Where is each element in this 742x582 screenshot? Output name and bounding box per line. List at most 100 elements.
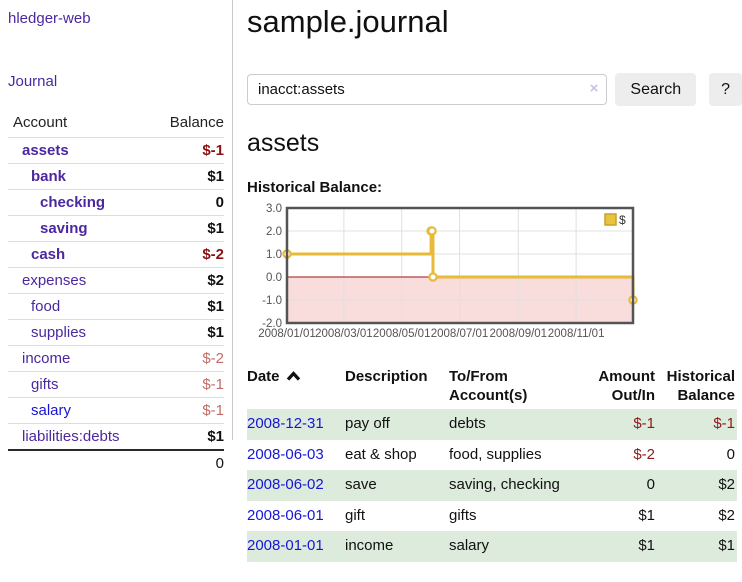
register-header-accounts: To/From Account(s) (449, 368, 528, 405)
svg-text:2008/09/01: 2008/09/01 (490, 328, 548, 340)
accounts-header-row: Account Balance (8, 109, 224, 138)
transaction-amount: $1 (638, 537, 655, 555)
register-header-date[interactable]: Date (247, 364, 345, 409)
account-row: cash $-2 (8, 241, 224, 268)
account-link-supplies[interactable]: supplies (31, 324, 87, 341)
main-content: sample.journal × Search ? assets Histori… (247, 0, 742, 562)
svg-text:-2.0: -2.0 (262, 318, 282, 330)
transaction-date-link[interactable]: 2008-06-01 (247, 506, 324, 524)
sidebar-item-journal[interactable]: Journal (8, 73, 58, 90)
account-row: saving $1 (8, 215, 224, 242)
account-balance: $-2 (153, 241, 224, 268)
transaction-balance: $-1 (713, 415, 735, 433)
account-balance: $1 (153, 319, 224, 346)
account-balance: $-1 (153, 371, 224, 398)
svg-text:0.0: 0.0 (266, 272, 282, 284)
sort-ascending-icon (286, 367, 301, 386)
account-link-salary[interactable]: salary (31, 402, 72, 419)
legend-swatch (604, 213, 617, 226)
transaction-accounts: food, supplies (449, 445, 542, 463)
account-row: salary $-1 (8, 397, 224, 424)
account-row: food $1 (8, 293, 224, 320)
search-form: × Search ? (247, 73, 742, 106)
account-balance: $-1 (153, 137, 224, 164)
register-row[interactable]: 2008-12-31 pay off debts $-1 $-1 (247, 409, 737, 440)
account-balance: $1 (153, 423, 224, 450)
svg-text:2008/11/01: 2008/11/01 (548, 328, 605, 340)
account-balance: $1 (153, 215, 224, 242)
transaction-balance: $1 (718, 537, 735, 555)
account-link-liabilities-debts[interactable]: liabilities:debts (22, 428, 120, 445)
account-balance: $-2 (153, 345, 224, 372)
account-link-income[interactable]: income (22, 350, 71, 367)
account-link-gifts[interactable]: gifts (31, 376, 59, 393)
register-table: Date Description To/From Account(s) Amou… (247, 364, 737, 562)
account-row: liabilities:debts $1 (8, 423, 224, 450)
transaction-description: save (345, 476, 377, 494)
register-header-amount: Amount Out/In (598, 368, 655, 405)
transaction-balance: $2 (718, 506, 735, 524)
register-row[interactable]: 2008-01-01 income salary $1 $1 (247, 531, 737, 562)
account-link-bank[interactable]: bank (31, 168, 67, 185)
register-header-description: Description (345, 368, 428, 385)
accounts-total-value: 0 (153, 449, 224, 476)
account-balance: $1 (153, 293, 224, 320)
svg-text:1.0: 1.0 (266, 249, 282, 261)
transaction-description: eat & shop (345, 445, 417, 463)
register-header-row: Date Description To/From Account(s) Amou… (247, 364, 737, 409)
account-balance: $-1 (153, 397, 224, 424)
svg-text:2.0: 2.0 (266, 226, 282, 238)
search-input[interactable] (247, 74, 608, 105)
legend-label: $ (619, 213, 626, 227)
register-header-balance: Historical Balance (666, 368, 735, 405)
transaction-amount: $1 (638, 506, 655, 524)
app-title-link[interactable]: hledger-web (8, 10, 91, 27)
transaction-accounts: salary (449, 537, 490, 555)
transaction-description: gift (345, 506, 366, 524)
transaction-balance: 0 (726, 445, 735, 463)
accounts-header-account: Account (13, 114, 68, 131)
account-link-checking[interactable]: checking (40, 194, 106, 211)
account-link-saving[interactable]: saving (40, 220, 88, 237)
svg-text:-1.0: -1.0 (262, 295, 282, 307)
transaction-accounts: saving, checking (449, 476, 560, 494)
account-balance: 0 (153, 189, 224, 216)
accounts-header-balance: Balance (169, 114, 224, 131)
clear-search-icon[interactable]: × (589, 80, 599, 97)
account-row: bank $1 (8, 163, 224, 190)
register-row[interactable]: 2008-06-02 save saving, checking 0 $2 (247, 470, 737, 501)
account-row: assets $-1 (8, 137, 224, 164)
transaction-date-link[interactable]: 2008-06-03 (247, 445, 324, 463)
transaction-accounts: debts (449, 415, 486, 433)
help-button[interactable]: ? (709, 73, 742, 106)
svg-text:3.0: 3.0 (266, 203, 282, 215)
account-link-cash[interactable]: cash (31, 246, 66, 263)
account-link-food[interactable]: food (31, 298, 61, 315)
transaction-date-link[interactable]: 2008-06-02 (247, 476, 324, 494)
accounts-total-row: 0 (8, 449, 224, 476)
transaction-accounts: gifts (449, 506, 477, 524)
account-link-assets[interactable]: assets (22, 142, 69, 159)
transaction-description: income (345, 537, 394, 555)
svg-text:2008/07/01: 2008/07/01 (431, 328, 489, 340)
account-link-expenses[interactable]: expenses (22, 272, 87, 289)
transaction-amount: $-2 (633, 445, 655, 463)
register-row[interactable]: 2008-06-03 eat & shop food, supplies $-2 0 (247, 440, 737, 471)
sidebar: hledger-web Journal Account Balance asse… (0, 0, 233, 476)
historical-balance-chart[interactable]: $3.0 2.0 1.0 0.0 -1.0 -2.0 2008/01/01 2008/03/0… (247, 203, 639, 343)
account-balance: $2 (153, 267, 224, 294)
account-heading: assets (247, 129, 320, 157)
svg-text:2008/03/01: 2008/03/01 (315, 328, 373, 340)
register-row[interactable]: 2008-06-01 gift gifts $1 $2 (247, 501, 737, 532)
transaction-amount: $-1 (633, 415, 655, 433)
account-row: gifts $-1 (8, 371, 224, 398)
transaction-date-link[interactable]: 2008-01-01 (247, 537, 324, 555)
transaction-amount: 0 (646, 476, 655, 494)
accounts-balance-table: Account Balance assets $-1 bank $1 checking 0… (8, 109, 224, 476)
chart-title: Historical Balance: (247, 179, 383, 196)
transaction-date-link[interactable]: 2008-12-31 (247, 415, 324, 433)
account-row: income $-2 (8, 345, 224, 372)
search-box: × (247, 74, 608, 105)
search-button[interactable]: Search (615, 73, 697, 106)
